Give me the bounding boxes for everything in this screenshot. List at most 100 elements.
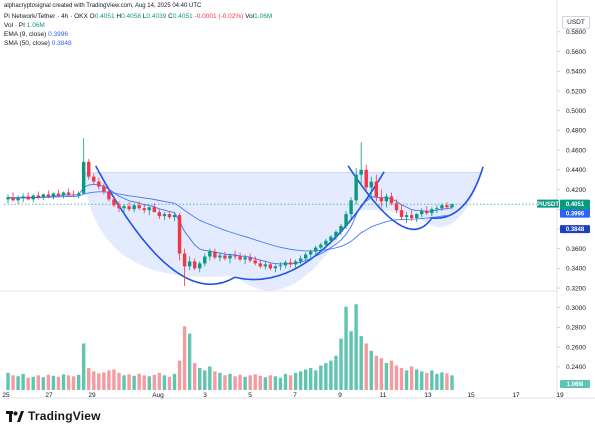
time-tick-label: 25 — [2, 392, 10, 399]
candle-body — [379, 197, 384, 202]
ema-legend-value: 0.3996 — [48, 31, 68, 38]
price-tick-label: 0.2800 — [566, 325, 586, 332]
currency-selector[interactable]: USDT — [562, 16, 590, 29]
candle-body — [273, 266, 278, 269]
candle-body — [152, 207, 157, 213]
candle-body — [420, 211, 424, 215]
ema-legend[interactable]: EMA (9, close) 0.3996 — [4, 31, 68, 39]
volume-bar — [384, 363, 389, 390]
candle-body — [243, 257, 247, 260]
candle-body — [450, 204, 454, 208]
ohlc-h-label: H — [116, 13, 122, 20]
candle-body — [278, 265, 283, 267]
volume-bar — [248, 375, 252, 390]
price-tick-label: 0.4400 — [566, 167, 586, 174]
volume-bar — [435, 373, 439, 390]
candle-body — [394, 203, 399, 211]
candle-body — [409, 215, 414, 219]
candle-body — [26, 196, 30, 200]
symbol-legend[interactable]: Pi Network/Tether · 4h · OKX O0.4051 H0.… — [4, 13, 272, 21]
candle-body — [51, 193, 56, 197]
candle-body — [414, 214, 419, 219]
volume-bar — [117, 372, 121, 390]
sma-tag-bg — [560, 225, 590, 234]
candle-body — [218, 255, 222, 258]
candle-body — [399, 210, 404, 218]
price-tick-label: 0.2600 — [566, 344, 586, 351]
volume-bar — [218, 372, 222, 390]
candle-body — [203, 256, 207, 264]
volume-bar — [319, 365, 323, 390]
candle-body — [172, 215, 177, 218]
tradingview-logo-icon — [6, 410, 24, 422]
volume-bar — [379, 358, 384, 390]
volume-bar — [399, 367, 404, 390]
volume-bar — [420, 371, 424, 390]
volume-bar — [66, 375, 71, 390]
time-tick-label: 29 — [88, 392, 96, 399]
volume-bar — [31, 376, 35, 390]
volume-bar — [394, 365, 399, 390]
candle-body — [187, 261, 192, 267]
volume-bar — [409, 366, 414, 390]
volume-bar — [152, 374, 157, 390]
time-tick-label: 19 — [556, 392, 564, 399]
candle-body — [283, 262, 288, 266]
sma-legend-label: SMA (50, close) — [4, 40, 50, 47]
candle-body — [41, 194, 46, 198]
ohlc-high: 0.4058 — [121, 13, 141, 20]
price-tick-label: 0.5400 — [566, 69, 586, 76]
volume-legend[interactable]: Vol · PI 1.06M — [4, 22, 45, 30]
candle-body — [369, 181, 373, 188]
volume-bar — [364, 343, 368, 390]
candle-body — [293, 261, 298, 265]
volume-bar — [6, 372, 10, 390]
candle-body — [233, 255, 237, 257]
candle-body — [157, 212, 162, 217]
candle-body — [248, 257, 252, 261]
volume-bar — [288, 375, 293, 390]
attribution-text: alphacryptosignal created with TradingVi… — [4, 3, 202, 9]
symbol-name: Pi Network/Tether · 4h · OKX — [4, 13, 88, 20]
candle-body — [445, 205, 449, 208]
ohlc-change: -0.0001 (-0.02%) — [194, 13, 244, 20]
candle-body — [309, 251, 313, 255]
candle-body — [298, 258, 303, 262]
ohlc-o-label: O — [89, 13, 95, 20]
volume-bar — [107, 370, 111, 390]
candle-body — [319, 244, 323, 248]
candle-body — [122, 206, 126, 209]
candle-body — [46, 194, 51, 197]
volume-legend-label: Vol · PI — [4, 22, 25, 29]
volume-bar — [127, 374, 131, 390]
volume-bar — [314, 370, 318, 390]
time-tick-label: 9 — [338, 392, 342, 399]
candle-body — [374, 181, 379, 198]
candle-body — [6, 197, 10, 200]
ohlc-l-label: L — [142, 13, 147, 20]
volume-bar — [324, 363, 328, 390]
volume-bar — [273, 376, 278, 390]
volume-bar — [16, 376, 20, 390]
ema-legend-label: EMA (9, close) — [4, 31, 47, 38]
volume-bar — [21, 373, 25, 390]
volume-bar — [374, 355, 379, 390]
candle-body — [192, 261, 197, 269]
candle-body — [71, 194, 76, 196]
cup-outline — [94, 165, 385, 286]
candle-body — [268, 264, 273, 269]
sma-legend[interactable]: SMA (50, close) 0.3848 — [4, 40, 72, 48]
candle-body — [384, 196, 389, 202]
candle-body — [238, 256, 242, 260]
candle-body — [339, 225, 343, 232]
time-tick-label: Aug — [152, 392, 164, 399]
volume-bar — [41, 377, 46, 390]
candle-body — [223, 255, 227, 259]
time-tick-label: 3 — [203, 392, 207, 399]
volume-bar — [369, 350, 373, 390]
price-tick-label: 0.3600 — [566, 246, 586, 253]
candle-body — [61, 192, 66, 196]
tradingview-logo[interactable]: TradingView — [6, 409, 101, 423]
candle-body — [440, 205, 444, 209]
